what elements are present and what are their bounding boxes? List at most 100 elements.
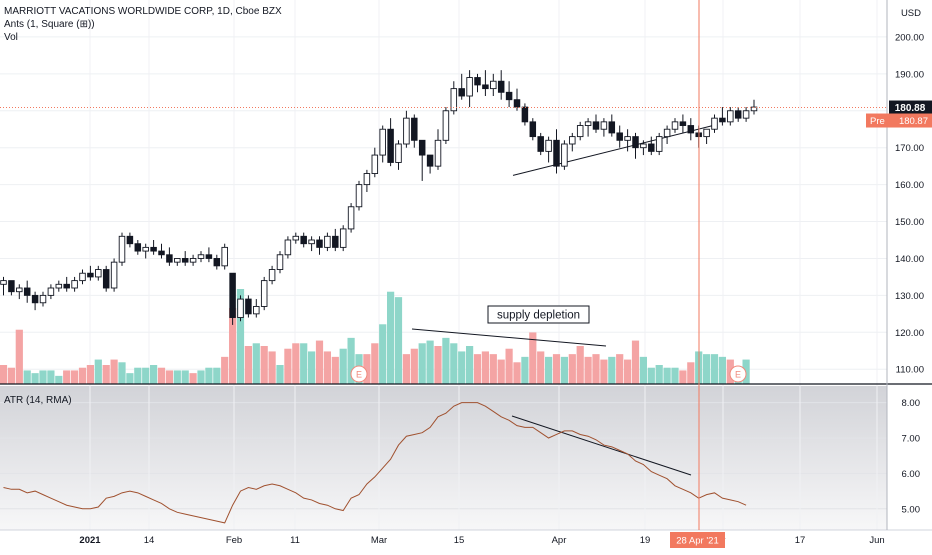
volume-bar — [718, 356, 726, 384]
volume-bar — [410, 348, 418, 384]
candle-body — [655, 136, 663, 152]
candle-body — [268, 269, 276, 282]
volume-bar — [221, 356, 229, 384]
volume-bar — [110, 359, 118, 384]
volume-bar — [584, 356, 592, 384]
volume-bar — [173, 370, 181, 384]
volume-bar — [671, 367, 679, 384]
atr-tick-label: 6.00 — [902, 469, 921, 480]
pre-badge-label: Pre — [870, 116, 885, 127]
candle-body — [16, 287, 23, 293]
candle-body — [158, 250, 165, 256]
candle-body — [150, 246, 157, 252]
candle-body — [592, 121, 600, 130]
crosshair-date-badge — [670, 532, 725, 548]
candle-body — [118, 235, 126, 263]
volume-bar — [300, 343, 308, 384]
volume-bar — [15, 329, 23, 384]
candle-body — [553, 139, 560, 167]
volume-bar — [102, 365, 110, 384]
volume-bar — [292, 343, 300, 384]
candle-body — [600, 121, 608, 130]
volume-bar — [481, 351, 489, 384]
candle-body — [505, 91, 513, 101]
volume-bar — [118, 362, 126, 384]
earnings-marker — [729, 365, 747, 383]
volume-bar — [189, 373, 197, 384]
candle-body — [355, 184, 363, 208]
candle-body — [742, 110, 750, 119]
date-tick-label: 14 — [144, 535, 155, 546]
volume-bar — [229, 308, 237, 384]
earnings-marker-label: E — [356, 369, 362, 379]
volume-bar — [7, 367, 15, 384]
chart-title: MARRIOTT VACATIONS WORLDWIDE CORP, 1D, C… — [4, 6, 282, 17]
volume-bar — [545, 356, 553, 384]
volume-bar — [71, 370, 79, 384]
candle-body — [616, 132, 623, 141]
annotation-text: supply depletion — [497, 310, 580, 322]
volume-bar — [308, 351, 316, 384]
volume-bar — [616, 354, 624, 384]
candle-body — [608, 121, 616, 134]
atr-line — [3, 402, 747, 524]
candle-body — [95, 269, 102, 278]
atr-tick-label: 7.00 — [902, 434, 921, 445]
date-tick-label: 11 — [290, 535, 300, 546]
volume-bar — [157, 367, 166, 384]
volume-bar — [687, 362, 695, 384]
volume-bar — [513, 362, 521, 384]
candle-body — [426, 154, 434, 167]
candle-body — [102, 269, 110, 289]
candle-body — [55, 283, 63, 289]
date-tick-label: Apr — [552, 535, 567, 546]
volume-bar — [466, 346, 474, 384]
candle-body — [379, 128, 386, 156]
candle-body — [245, 298, 252, 315]
candle-body — [174, 258, 181, 263]
candle-body — [703, 128, 710, 138]
candle-body — [719, 117, 726, 123]
volume-bar — [260, 346, 268, 384]
price-tick-label: 160.00 — [895, 180, 924, 191]
candle-body — [284, 239, 292, 256]
candle-body — [324, 235, 331, 248]
volume-bar — [560, 356, 568, 384]
candle-body — [569, 136, 576, 145]
candle-body — [47, 287, 55, 296]
volume-bar — [426, 340, 434, 384]
atr-label: ATR (14, RMA) — [4, 395, 72, 406]
volume-bar — [150, 365, 158, 384]
candle-body — [584, 121, 592, 126]
candle-body — [529, 121, 537, 138]
date-tick-label: 2021 — [79, 535, 101, 546]
candle-body — [332, 235, 339, 248]
volume-bar — [489, 354, 497, 384]
date-tick-label: 15 — [454, 535, 465, 546]
candle-body — [632, 136, 639, 149]
candle-body — [679, 121, 687, 126]
volume-bar — [31, 373, 39, 384]
candle-body — [63, 283, 70, 289]
price-badge-value: 180.88 — [895, 103, 926, 114]
pre-badge — [866, 113, 932, 128]
volume-bar — [402, 354, 410, 384]
candle-body — [31, 294, 39, 304]
candle-body — [395, 143, 402, 163]
volume-bar — [268, 351, 276, 384]
volume-bar — [450, 343, 458, 384]
volume-bar — [284, 348, 292, 384]
atr-trendline — [511, 415, 692, 476]
volume-bar — [679, 370, 687, 384]
volume-bar — [394, 297, 403, 384]
price-tick-label: 140.00 — [895, 254, 924, 265]
date-tick-label: 19 — [640, 535, 651, 546]
candle-body — [727, 110, 734, 123]
date-tick-label: 17 — [795, 535, 806, 546]
candle-body — [687, 125, 695, 134]
volume-bar — [647, 367, 655, 384]
volume-bar — [315, 340, 324, 384]
candle-body — [418, 139, 426, 156]
candle-body — [537, 136, 544, 152]
